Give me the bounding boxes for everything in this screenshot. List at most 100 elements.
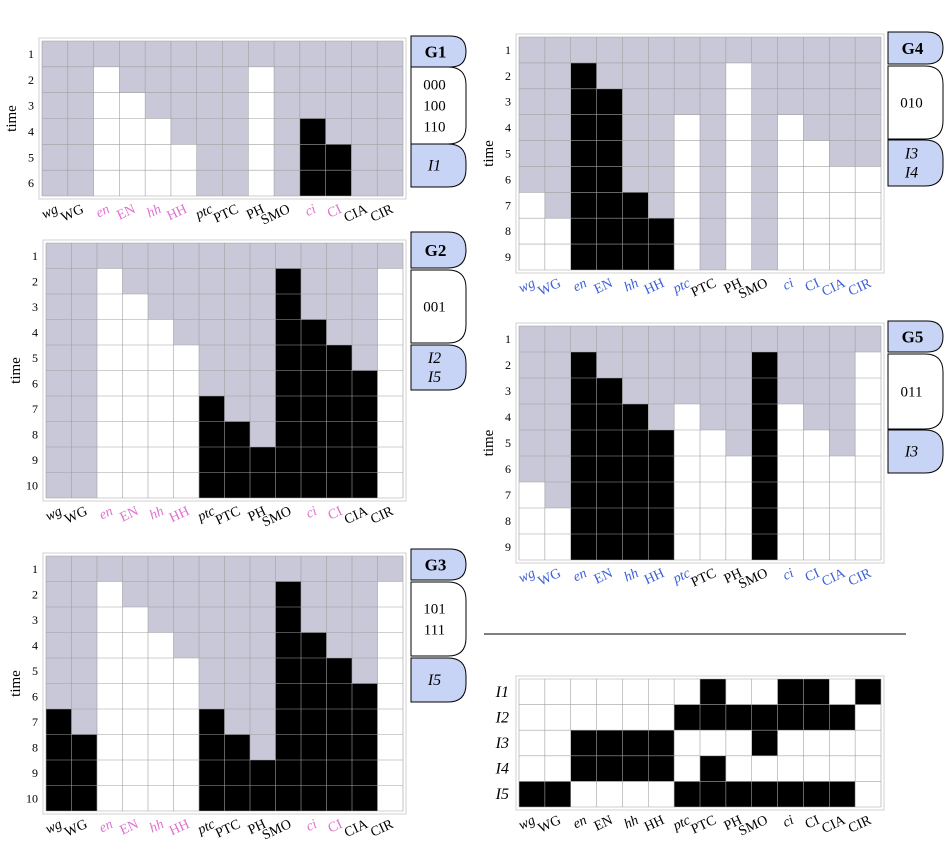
matrix-cell: [700, 730, 726, 756]
state-bar-ptc: [224, 734, 250, 811]
gene-label-hh: hh: [622, 813, 641, 833]
gene-label-wg: WG: [62, 817, 89, 840]
matrix-cell: [777, 704, 804, 731]
binary-code: 101: [423, 602, 446, 618]
gene-label-ph: PH: [722, 813, 745, 834]
input-label: I5: [427, 672, 441, 689]
gene-label-ci: CI: [803, 276, 822, 296]
matrix-row-label: I4: [495, 761, 509, 778]
matrix-cell: [674, 704, 700, 731]
time-tick-label: 3: [505, 384, 511, 398]
time-tick-label: 9: [505, 250, 511, 264]
matrix-cell: [648, 679, 675, 705]
matrix-cell: [700, 679, 726, 705]
gene-label-hh: hh: [622, 566, 641, 586]
gene-label-ptc: ptc: [670, 566, 693, 588]
time-tick-label: 4: [32, 325, 38, 339]
gene-label-ptc: PTC: [689, 276, 719, 300]
matrix-cell: [751, 755, 778, 782]
matrix-cell: [829, 679, 856, 705]
gene-label-en: EN: [592, 566, 615, 587]
time-tick-label: 1: [28, 47, 34, 61]
time-tick-label: 2: [32, 587, 38, 601]
gene-label-ci: CI: [803, 813, 822, 833]
matrix-cell: [570, 781, 597, 807]
gene-label-ptc: ptc: [670, 813, 693, 835]
time-tick-label: 3: [28, 99, 34, 113]
gene-label-hh: HH: [642, 276, 667, 298]
gene-label-ptc: ptc: [193, 202, 216, 224]
gene-label-en: en: [97, 817, 115, 836]
gene-label-cir: CIR: [368, 817, 396, 841]
time-tick-label: 7: [32, 402, 38, 416]
time-tick-label: 2: [505, 358, 511, 372]
state-bar-wg: [519, 482, 545, 560]
time-axis-label: time: [4, 105, 20, 132]
time-tick-label: 6: [32, 689, 38, 703]
time-tick-label: 5: [32, 351, 38, 365]
time-tick-label: 10: [26, 791, 38, 805]
gene-label-en: EN: [592, 813, 615, 834]
state-bar-ci: [299, 118, 326, 196]
time-axis-label: time: [481, 429, 497, 456]
matrix-cell: [544, 730, 571, 756]
time-tick-label: 8: [32, 740, 38, 754]
gene-label-en: en: [571, 566, 589, 585]
time-tick-label: 3: [32, 300, 38, 314]
time-tick-label: 6: [32, 376, 38, 390]
state-bar-en: [93, 66, 120, 196]
group-title: G5: [902, 328, 924, 347]
matrix-cell: [725, 755, 752, 782]
time-tick-label: 1: [505, 43, 511, 57]
matrix-cell: [700, 755, 726, 782]
state-bar-ph: [248, 66, 275, 196]
binary-code: 011: [901, 385, 923, 401]
gene-label-en: EN: [118, 504, 141, 525]
gene-label-en: en: [571, 276, 589, 295]
matrix-cell: [777, 755, 804, 782]
time-tick-label: 5: [505, 436, 511, 450]
matrix-cell: [803, 730, 830, 756]
gene-label-wg: wg: [516, 566, 537, 587]
input-tab: [410, 344, 467, 391]
matrix-cell: [570, 755, 597, 782]
matrix-cell: [751, 730, 778, 756]
state-bar-en: [596, 88, 623, 271]
matrix-row-label: I5: [495, 786, 509, 803]
matrix-cell: [596, 730, 623, 756]
state-bar-cir: [377, 268, 403, 498]
matrix-cell: [570, 679, 597, 705]
gene-label-hh: hh: [147, 504, 166, 524]
state-bar-smo: [275, 581, 301, 811]
input-label: I3: [904, 146, 918, 163]
time-tick-label: 7: [505, 488, 511, 502]
gene-label-cia: CIA: [342, 202, 371, 226]
matrix-cell: [855, 781, 881, 807]
gene-label-hh: HH: [167, 817, 192, 839]
code-tab: [887, 353, 944, 430]
matrix-cell: [803, 781, 830, 807]
matrix-cell: [777, 679, 804, 705]
gene-label-cir: CIR: [368, 202, 396, 226]
matrix-cell: [855, 704, 881, 731]
gene-label-en: en: [571, 813, 589, 832]
state-bar-hh: [648, 430, 675, 560]
matrix-cell: [855, 730, 881, 756]
matrix-cell: [855, 755, 881, 782]
matrix-cell: [829, 730, 856, 756]
matrix-row-label: I3: [495, 735, 509, 752]
gene-label-hh: HH: [642, 566, 667, 588]
group-title: G3: [425, 556, 447, 575]
input-tab: [410, 143, 467, 188]
gene-label-smo: SMO: [736, 276, 770, 302]
time-tick-label: 6: [505, 462, 511, 476]
matrix-cell: [829, 704, 856, 731]
time-tick-label: 10: [26, 478, 38, 492]
gene-label-en: EN: [592, 276, 615, 297]
gene-label-cir: CIR: [368, 504, 396, 528]
gene-label-wg: wg: [516, 276, 537, 297]
group-title-tab: [410, 548, 467, 581]
matrix-cell: [519, 704, 545, 731]
